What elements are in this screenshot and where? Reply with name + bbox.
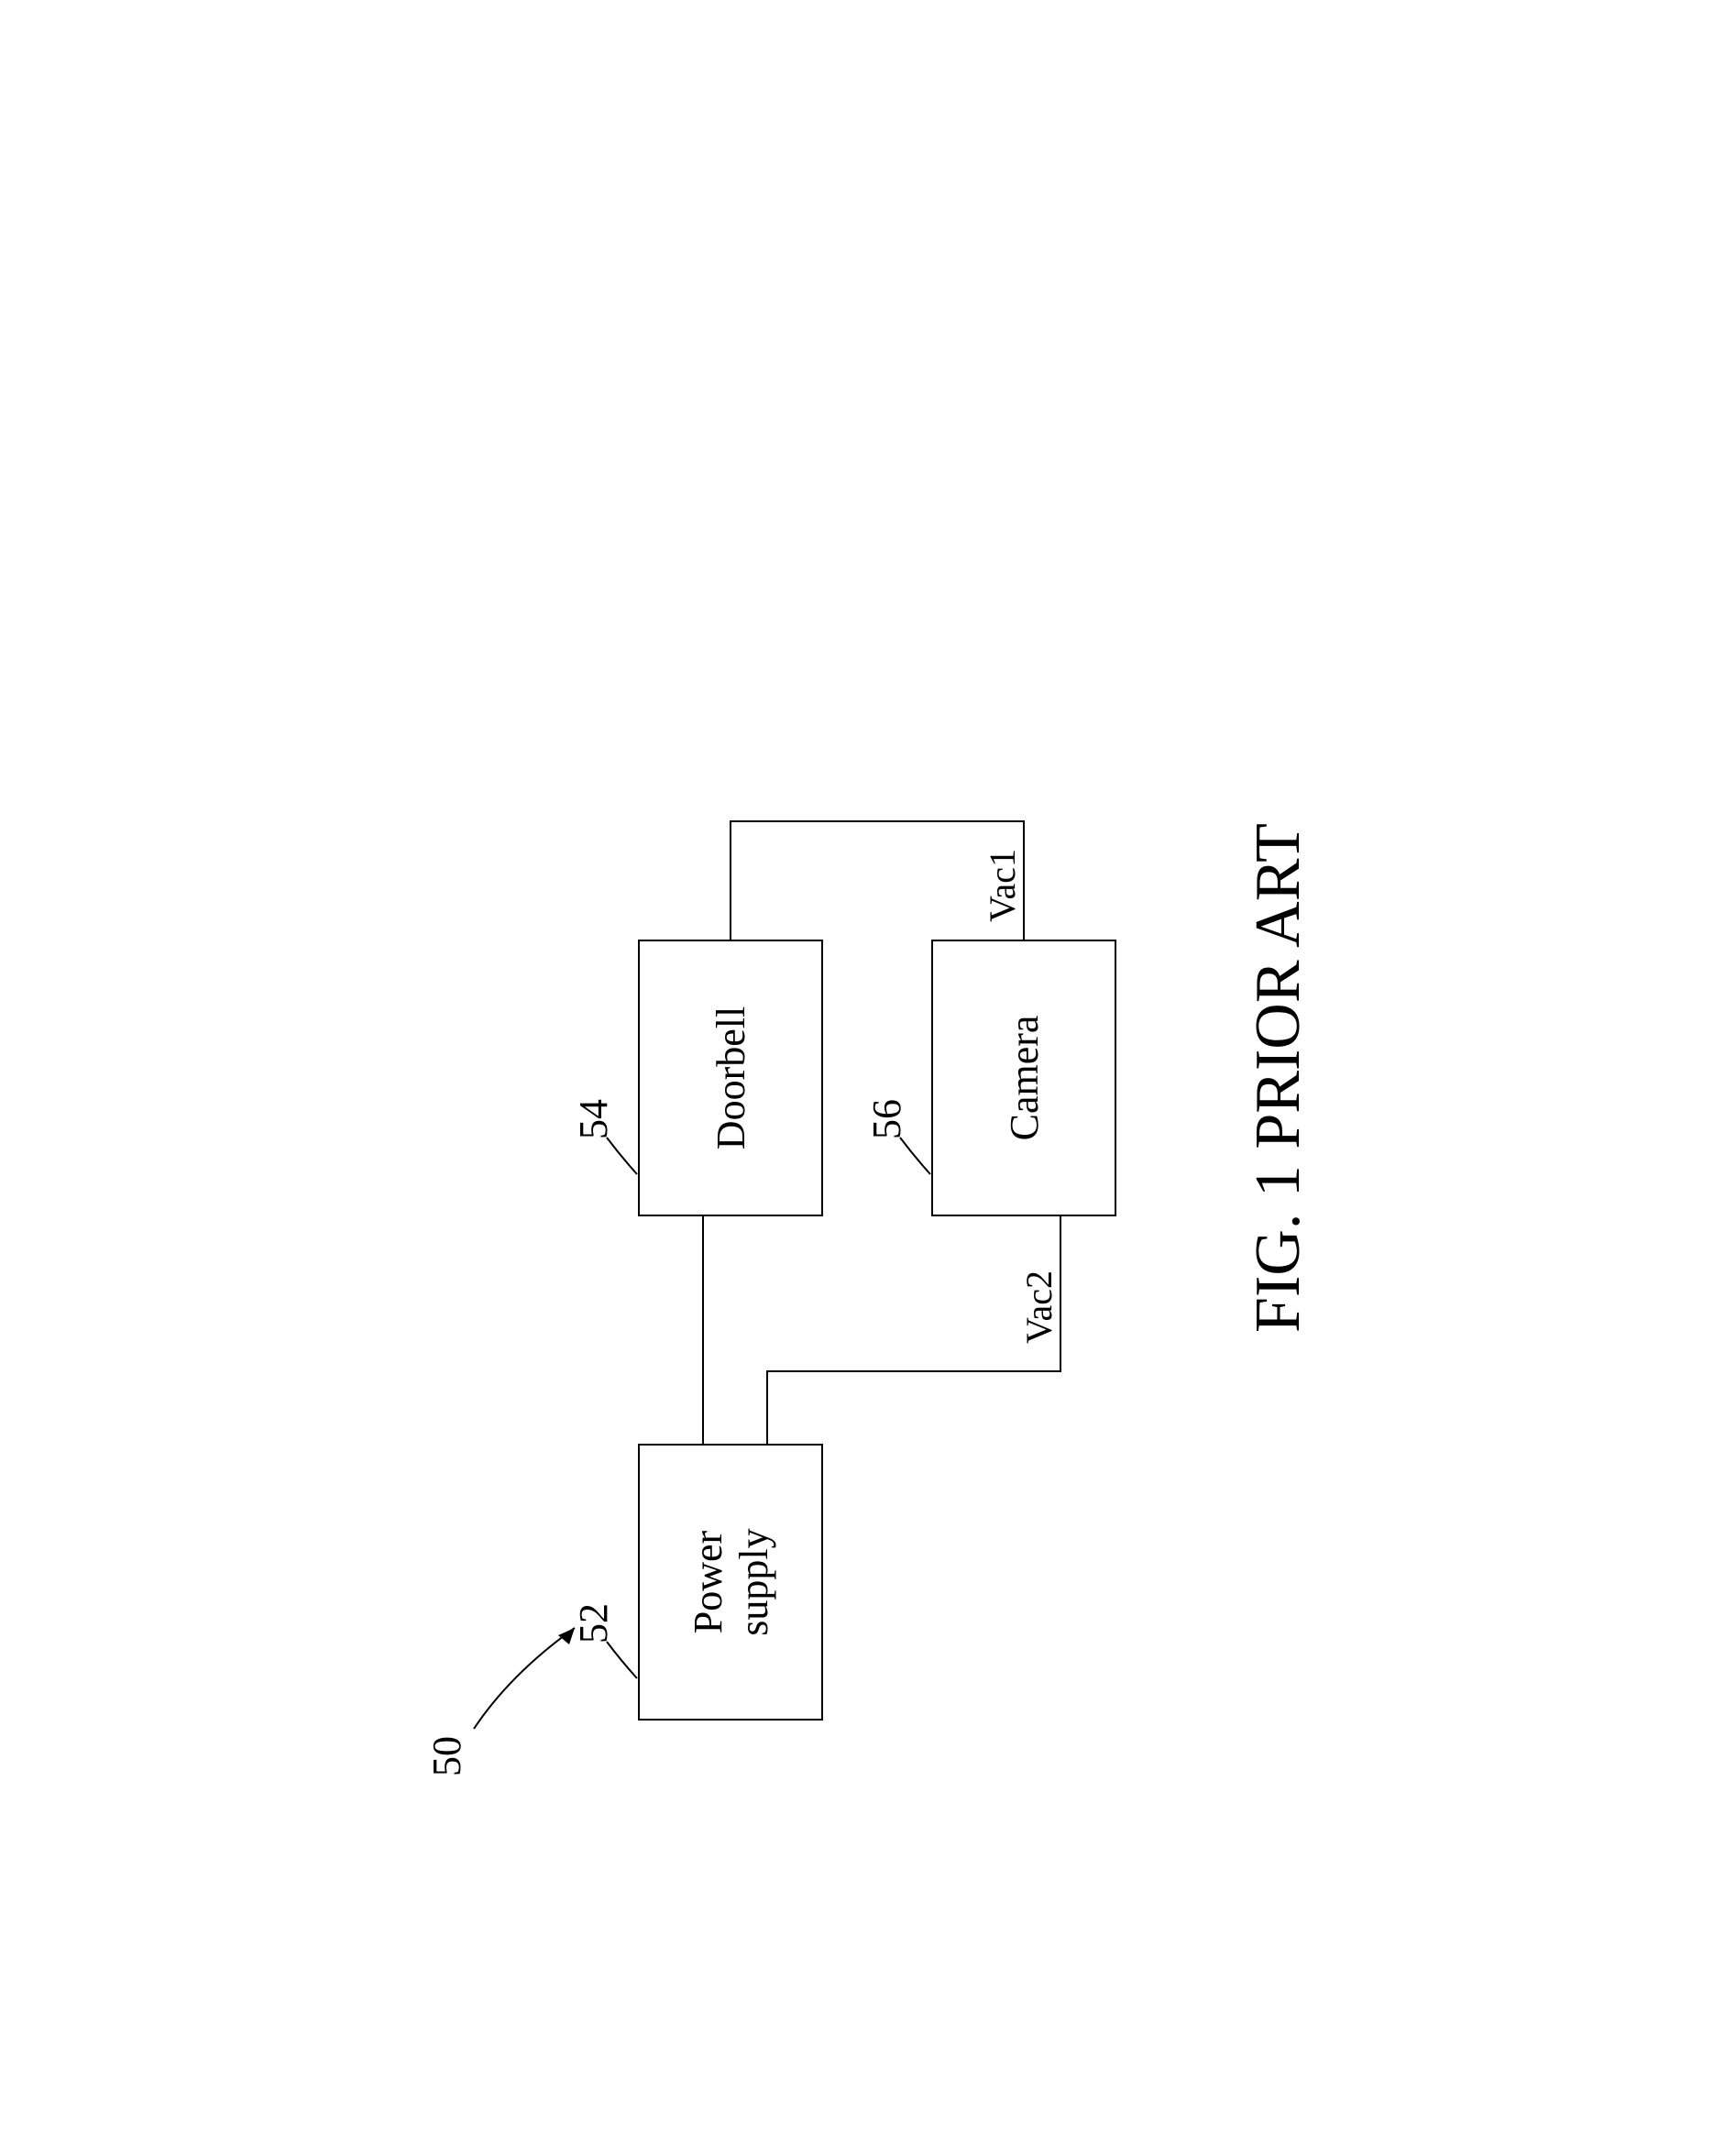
power-supply-label-1: Power	[686, 1530, 731, 1633]
wire-doorbell-camera	[731, 821, 1024, 940]
power-supply-leader	[607, 1642, 637, 1678]
camera-ref: 56	[864, 1099, 909, 1139]
power-supply-label-2: supply	[731, 1528, 776, 1635]
vac1-label: Vac1	[982, 849, 1023, 922]
doorbell-label: Doorbell	[709, 1006, 753, 1149]
figure-caption: FIG. 1 PRIOR ART	[1243, 823, 1313, 1333]
wire-ps-camera	[767, 1215, 1060, 1445]
block-diagram: 50 Power supply 52 Doorbell 54 Camera 56…	[364, 299, 1372, 1857]
doorbell-ref: 54	[571, 1099, 616, 1139]
diagram-container: 50 Power supply 52 Doorbell 54 Camera 56…	[364, 299, 1372, 1857]
camera-label: Camera	[1002, 1015, 1047, 1140]
power-supply-ref: 52	[571, 1603, 616, 1644]
figure-ref-label: 50	[424, 1736, 469, 1776]
figure-ref-arrow	[474, 1628, 575, 1729]
doorbell-leader	[607, 1138, 637, 1174]
camera-leader	[900, 1138, 930, 1174]
vac2-label: Vac2	[1018, 1270, 1060, 1344]
